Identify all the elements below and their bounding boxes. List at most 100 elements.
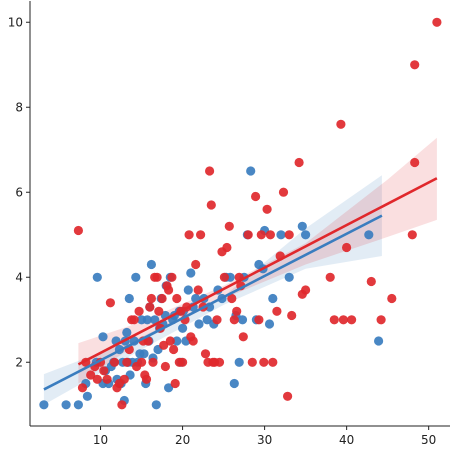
x-tick-label: 50 <box>421 433 436 447</box>
data-point <box>329 315 339 325</box>
data-point <box>172 293 182 304</box>
data-point <box>264 319 275 329</box>
data-point <box>374 336 384 346</box>
data-point <box>143 336 153 346</box>
data-point <box>376 315 386 325</box>
data-point <box>167 272 177 282</box>
data-point <box>146 293 156 304</box>
data-point <box>77 383 88 393</box>
data-point <box>227 293 237 304</box>
data-point <box>256 230 266 240</box>
data-point <box>254 315 264 325</box>
data-point <box>237 315 248 325</box>
data-point <box>183 285 193 295</box>
data-point <box>186 268 196 278</box>
data-point <box>129 315 139 325</box>
data-point <box>247 357 257 367</box>
data-point <box>92 374 102 384</box>
data-point <box>164 383 174 393</box>
data-point <box>82 391 92 401</box>
data-point <box>141 374 152 384</box>
data-point <box>134 306 144 316</box>
data-point <box>336 119 346 129</box>
data-point <box>152 272 162 282</box>
x-tick-label: 20 <box>175 433 190 447</box>
data-point <box>432 17 442 27</box>
x-tick-label: 40 <box>339 433 354 447</box>
data-point <box>160 361 170 372</box>
ticks: 10 20 30 40 50 2 4 6 8 10 <box>8 15 437 447</box>
data-point <box>105 298 115 308</box>
data-point <box>262 204 272 214</box>
y-tick-label: 2 <box>15 355 23 369</box>
data-point <box>224 221 234 231</box>
data-point <box>99 366 109 376</box>
data-point <box>301 285 311 295</box>
data-point <box>268 357 278 367</box>
x-tick-label: 10 <box>93 433 108 447</box>
data-point <box>102 374 112 384</box>
scatter-points <box>39 17 442 410</box>
data-point <box>347 315 357 325</box>
regression-line-2 <box>77 177 438 366</box>
data-point <box>194 319 204 329</box>
data-point <box>364 230 374 240</box>
data-point <box>214 357 225 367</box>
data-point <box>137 357 147 367</box>
data-point <box>229 378 239 389</box>
data-point <box>205 166 215 176</box>
data-point <box>73 400 83 410</box>
data-point <box>283 391 293 401</box>
data-point <box>342 242 352 253</box>
data-point <box>117 400 127 410</box>
data-point <box>145 302 155 312</box>
data-point <box>387 293 397 304</box>
data-point <box>86 370 96 380</box>
data-point <box>148 357 158 367</box>
data-point <box>325 272 335 282</box>
data-point <box>229 315 239 325</box>
data-point <box>202 315 212 325</box>
data-point <box>297 221 307 231</box>
data-point <box>243 230 253 240</box>
data-point <box>184 230 194 240</box>
data-point <box>196 230 206 240</box>
data-point <box>276 230 286 240</box>
data-point <box>165 336 175 346</box>
data-point <box>172 336 182 346</box>
data-point <box>222 242 232 253</box>
y-tick-label: 6 <box>15 185 23 199</box>
data-point <box>178 323 188 333</box>
data-point <box>272 306 282 316</box>
data-point <box>238 332 248 342</box>
data-point <box>157 293 167 304</box>
data-point <box>169 344 179 355</box>
data-point <box>294 157 304 168</box>
data-point <box>73 225 83 236</box>
data-point <box>159 340 169 350</box>
data-point <box>188 336 198 346</box>
data-point <box>212 315 222 325</box>
data-point <box>124 293 134 304</box>
data-point <box>178 357 188 367</box>
data-point <box>301 230 311 240</box>
data-point <box>193 285 203 295</box>
data-point <box>259 357 269 367</box>
data-point <box>251 191 261 202</box>
data-point <box>206 200 216 210</box>
data-point <box>98 332 108 342</box>
data-point <box>284 272 294 282</box>
data-point <box>284 230 294 240</box>
data-point <box>39 400 49 410</box>
data-point <box>232 306 242 316</box>
data-point <box>61 400 71 410</box>
data-point <box>191 259 201 270</box>
data-point <box>151 400 161 410</box>
y-tick-label: 10 <box>8 15 23 29</box>
data-point <box>287 310 297 321</box>
confidence-band-2 <box>78 137 437 384</box>
data-point <box>119 374 129 384</box>
y-tick-label: 8 <box>15 100 23 114</box>
y-tick-label: 4 <box>15 270 23 284</box>
